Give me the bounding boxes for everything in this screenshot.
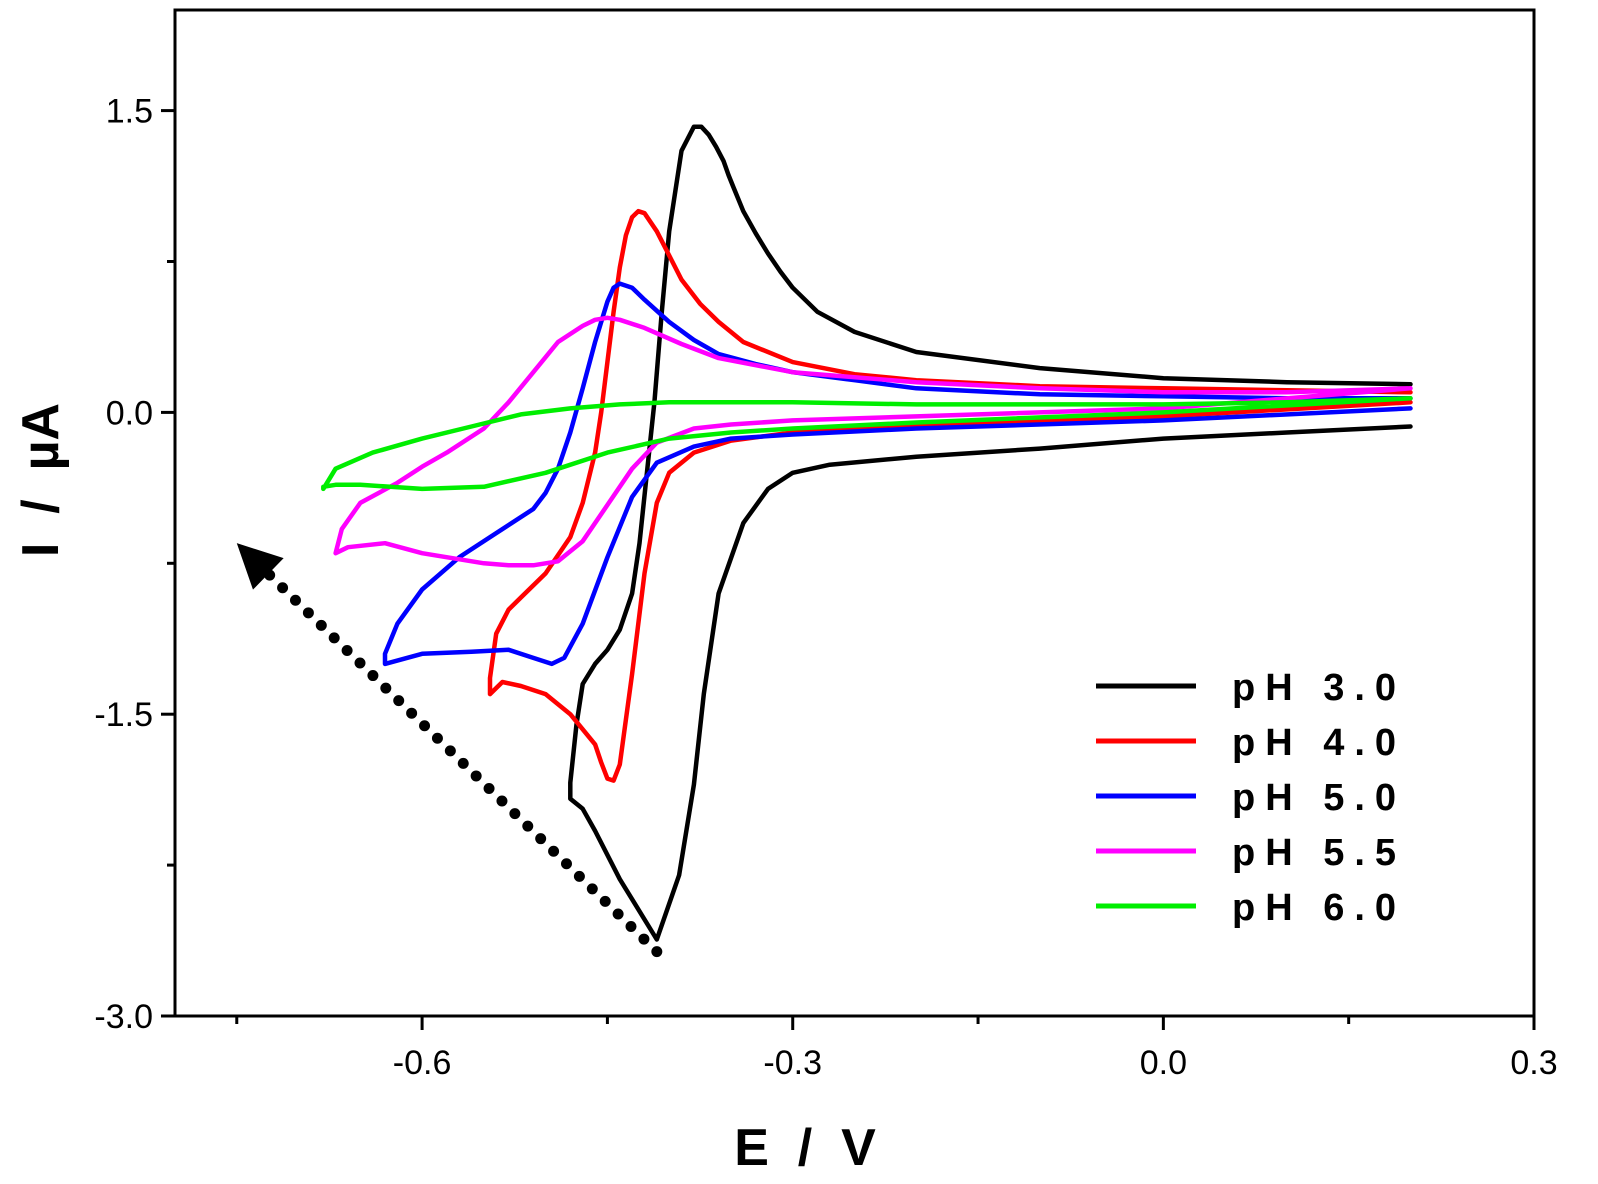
series-line-ph-5-5 [333, 315, 1413, 568]
y-tick-label: -3.0 [94, 998, 153, 1036]
axes: -0.6 -0.3 0.0 0.3 -3.0 -1.5 0.0 1.5 [94, 8, 1558, 1082]
series-line-ph-6-0 [321, 396, 1413, 492]
annotation-group [236, 543, 663, 958]
y-axis-title: I / µA [12, 403, 70, 557]
legend-label: pH 4.0 [1232, 722, 1406, 764]
legend-label: pH 6.0 [1232, 887, 1406, 929]
legend: pH 3.0 pH 4.0 pH 5.0 pH 5.5 pH 6.0 [1096, 667, 1406, 929]
series-line-ph-4-0 [487, 208, 1413, 783]
arrow-head-icon [236, 543, 284, 590]
x-tick-label: 0.3 [1510, 1044, 1557, 1082]
y-tick-label: 0.0 [106, 394, 153, 432]
legend-label: pH 5.5 [1232, 832, 1406, 874]
y-tick-label: -1.5 [94, 696, 153, 734]
series-line-ph-3-0 [568, 124, 1413, 942]
plot-frame [173, 8, 1536, 1018]
legend-label: pH 3.0 [1232, 667, 1406, 709]
x-tick-label: -0.3 [763, 1044, 822, 1082]
x-tick-label: 0.0 [1140, 1044, 1187, 1082]
legend-label: pH 5.0 [1232, 777, 1406, 819]
x-axis-title: E / V [734, 1119, 876, 1177]
series-group [321, 124, 1413, 942]
dotted-arrow-shaft [262, 568, 663, 958]
x-tick-label: -0.6 [393, 1044, 452, 1082]
y-tick-label: 1.5 [106, 93, 153, 131]
